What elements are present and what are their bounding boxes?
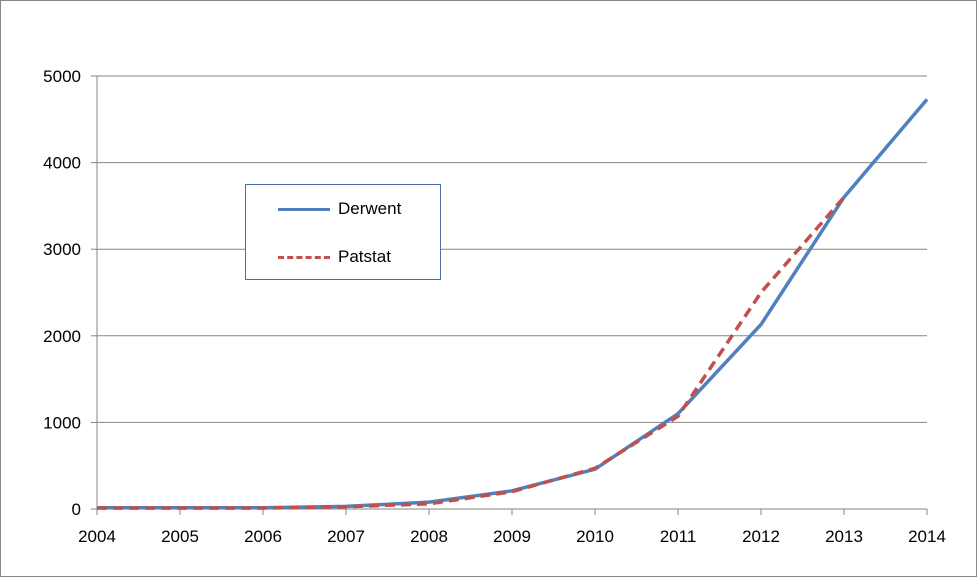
- legend-swatch-derwent: [278, 207, 330, 211]
- axes: [91, 75, 928, 515]
- legend-label-patstat: Patstat: [338, 247, 391, 266]
- x-tick-label-2013: 2013: [825, 527, 863, 546]
- x-tick-labels: 2004 2005 2006 2007 2008 2009 2010 2011 2012 2013…: [78, 527, 946, 546]
- y-tick-label-1000: 1000: [43, 413, 81, 432]
- legend-label-derwent: Derwent: [338, 199, 402, 218]
- x-tick-label-2010: 2010: [576, 527, 614, 546]
- x-tick-label-2014: 2014: [908, 527, 946, 546]
- x-tick-label-2004: 2004: [78, 527, 116, 546]
- x-tick-label-2011: 2011: [660, 527, 697, 546]
- y-tick-label-0: 0: [72, 500, 81, 519]
- x-tick-label-2005: 2005: [161, 527, 199, 546]
- x-tick-label-2009: 2009: [493, 527, 531, 546]
- series-line-patstat: [97, 196, 846, 510]
- legend-item-patstat: Patstat: [278, 245, 391, 269]
- x-tick-label-2008: 2008: [410, 527, 448, 546]
- gridlines: [97, 75, 927, 423]
- x-tick-label-2006: 2006: [244, 527, 282, 546]
- y-tick-label-4000: 4000: [43, 154, 81, 173]
- series-line-derwent: [97, 98, 929, 510]
- series-lines: [97, 98, 929, 510]
- legend-item-derwent: Derwent: [278, 197, 401, 221]
- y-tick-label-5000: 5000: [43, 67, 81, 86]
- y-tick-label-3000: 3000: [43, 240, 81, 259]
- y-tick-label-2000: 2000: [43, 327, 81, 346]
- legend: Derwent Patstat: [245, 184, 441, 280]
- x-tick-label-2012: 2012: [742, 527, 780, 546]
- x-tick-label-2007: 2007: [327, 527, 365, 546]
- legend-swatch-patstat: [278, 255, 330, 259]
- y-tick-labels: 0 1000 2000 3000 4000 5000: [43, 67, 81, 519]
